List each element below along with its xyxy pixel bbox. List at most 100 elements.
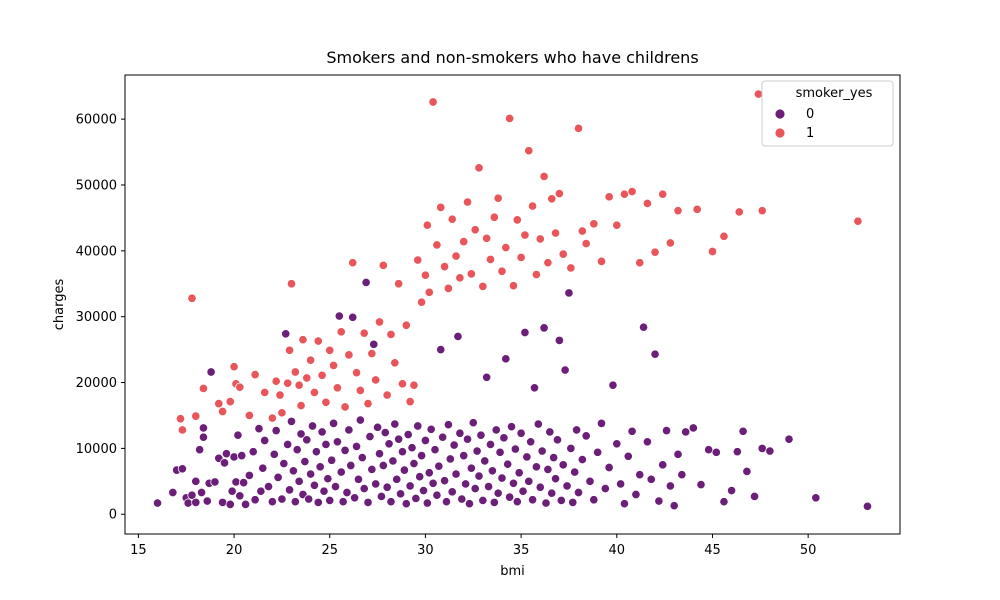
- data-point-series-0: [635, 470, 645, 480]
- data-point-series-0: [256, 486, 266, 496]
- data-point-series-0: [250, 495, 260, 505]
- data-point-series-0: [325, 495, 335, 505]
- x-tick-label: 35: [513, 543, 530, 558]
- data-point-series-0: [283, 439, 293, 450]
- data-point-series-1: [619, 189, 630, 199]
- chart-title: Smokers and non-smokers who have childre…: [326, 48, 698, 67]
- data-point-series-1: [501, 242, 511, 253]
- data-point-series-1: [443, 283, 453, 293]
- data-point-series-0: [206, 367, 216, 377]
- data-point-series-0: [438, 432, 448, 442]
- data-point-series-0: [198, 432, 209, 442]
- y-tick-label: 50000: [76, 178, 117, 193]
- data-point-series-0: [397, 447, 408, 457]
- data-point-series-1: [665, 238, 675, 248]
- data-point-series-0: [432, 490, 442, 500]
- data-point-series-1: [187, 293, 197, 303]
- data-point-series-0: [327, 455, 337, 465]
- data-point-series-0: [441, 497, 452, 507]
- data-point-series-0: [572, 425, 582, 435]
- x-axis: 15 20 25 30 35 40 45 50: [130, 534, 816, 558]
- data-point-series-0: [550, 474, 561, 484]
- data-point-series-1: [455, 273, 465, 283]
- data-point-series-0: [231, 477, 241, 487]
- data-point-series-0: [344, 425, 354, 435]
- data-point-series-0: [388, 456, 398, 466]
- data-point-series-0: [677, 470, 687, 480]
- data-point-series-1: [374, 317, 385, 327]
- data-point-series-0: [300, 456, 310, 467]
- data-point-series-0: [240, 499, 251, 509]
- data-point-series-0: [244, 470, 254, 480]
- data-point-series-0: [417, 451, 427, 461]
- data-point-series-0: [361, 277, 371, 288]
- data-point-series-1: [558, 249, 568, 259]
- data-point-series-1: [459, 237, 469, 247]
- data-point-series-0: [306, 469, 316, 479]
- y-tick-label: 60000: [76, 113, 117, 128]
- data-point-series-0: [539, 323, 549, 333]
- data-point-series-0: [596, 418, 607, 428]
- data-point-series-0: [593, 447, 603, 457]
- data-point-series-0: [436, 345, 446, 355]
- data-point-series-0: [363, 497, 373, 507]
- data-point-series-0: [568, 497, 578, 507]
- data-point-series-0: [384, 439, 394, 449]
- data-point-series-1: [508, 281, 519, 291]
- data-point-series-0: [545, 427, 555, 437]
- data-point-series-1: [462, 197, 473, 207]
- data-point-series-0: [650, 349, 660, 359]
- data-point-series-1: [573, 123, 584, 133]
- data-point-series-1: [420, 270, 431, 280]
- data-point-series-0: [524, 476, 534, 486]
- data-point-series-0: [187, 490, 197, 500]
- data-point-series-0: [558, 460, 568, 470]
- data-point-series-1: [535, 234, 545, 244]
- data-point-series-1: [260, 387, 270, 397]
- y-tick-label: 0: [109, 508, 117, 523]
- data-point-series-0: [457, 494, 467, 504]
- data-point-series-1: [218, 406, 228, 417]
- data-point-series-0: [304, 494, 314, 504]
- data-point-series-0: [313, 497, 323, 507]
- data-point-series-0: [302, 435, 312, 445]
- data-point-series-0: [451, 469, 461, 479]
- data-point-series-0: [612, 439, 622, 449]
- data-point-series-0: [518, 486, 528, 496]
- data-point-series-1: [550, 228, 561, 238]
- data-point-series-1: [451, 251, 461, 261]
- data-point-series-0: [426, 424, 436, 434]
- data-point-series-1: [286, 279, 297, 289]
- data-point-series-0: [543, 464, 553, 475]
- data-point-series-0: [284, 485, 295, 495]
- data-point-series-0: [317, 427, 327, 437]
- data-point-series-0: [273, 472, 283, 482]
- data-point-series-0: [296, 429, 306, 439]
- data-point-series-0: [445, 454, 455, 464]
- data-point-series-1: [271, 376, 281, 386]
- x-axis-title: bmi: [500, 564, 525, 579]
- data-point-series-1: [250, 370, 260, 380]
- data-point-series-0: [439, 476, 450, 486]
- data-point-series-0: [526, 437, 536, 447]
- plot-frame: [124, 74, 901, 535]
- data-point-series-1: [267, 413, 277, 423]
- data-point-series-0: [198, 423, 209, 433]
- data-point-series-1: [650, 247, 660, 257]
- data-point-series-1: [344, 350, 354, 360]
- data-point-series-1: [401, 320, 411, 330]
- data-point-series-0: [501, 354, 511, 364]
- data-point-series-0: [552, 435, 563, 445]
- data-point-series-0: [277, 494, 287, 504]
- data-point-series-1: [604, 192, 614, 202]
- data-point-series-0: [311, 447, 321, 457]
- data-point-series-0: [738, 426, 748, 436]
- data-point-series-0: [260, 435, 270, 446]
- data-point-series-1: [439, 262, 450, 272]
- x-tick-label: 25: [321, 543, 338, 558]
- data-point-series-0: [369, 339, 379, 349]
- data-point-series-1: [235, 382, 245, 392]
- data-point-series-1: [367, 348, 377, 359]
- data-point-series-0: [487, 466, 497, 476]
